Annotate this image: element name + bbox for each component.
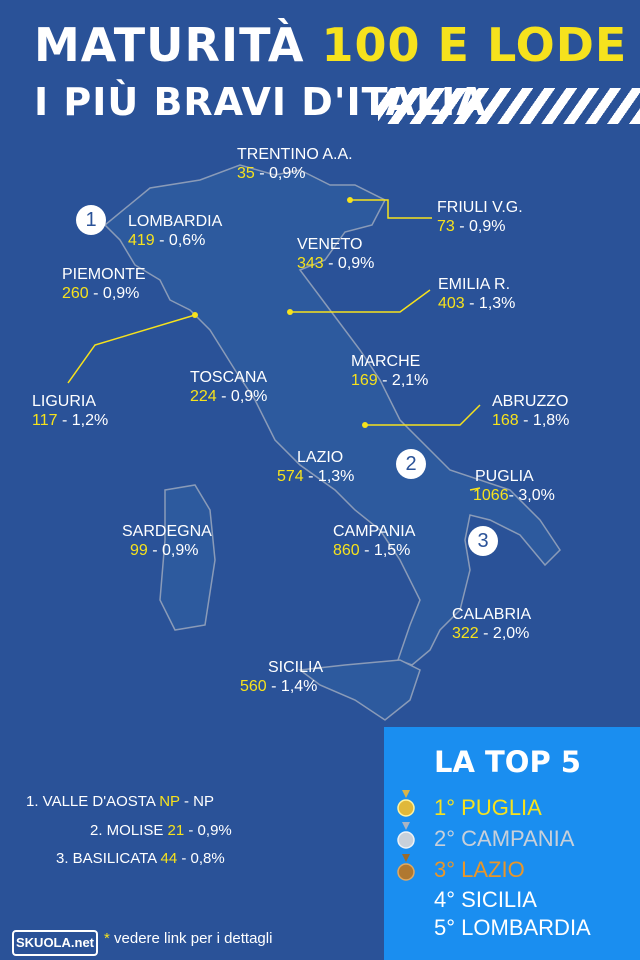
region-count: 860 [333,542,360,559]
extra-basilicata: 3. BASILICATA 44 - 0,8% [56,850,225,867]
sicily [298,659,421,721]
region-pct: - 1,8% [523,412,570,429]
region-pct: - 1,2% [61,412,109,429]
region-count: 560 [240,678,267,695]
region-name: LAZIO [297,449,344,466]
region-label-friuli: FRIULI V.G. 73 - 0,9% [437,198,523,236]
region-label-lazio: LAZIO 574 - 1,3% [277,448,354,486]
region-name: SARDEGNA [122,523,212,540]
region-name: CAMPANIA [333,523,416,540]
extra-name: 1. VALLE D'AOSTA [26,793,156,810]
extra-name: 2. MOLISE [90,822,164,839]
extra-pct: - NP [183,793,214,810]
footnote: * vedere link per i dettagli [104,930,273,947]
region-label-trentino: TRENTINO A.A. 35 - 0,9% [237,145,353,183]
top5-item-4: 4° SICILIA [434,887,537,912]
extra-count: NP [159,793,180,810]
region-pct: - 3,0% [508,487,555,504]
top5-item-1: 1° PUGLIA [434,795,542,820]
region-name: PUGLIA [475,468,534,485]
region-pct: - 2,0% [483,625,530,642]
region-count: 169 [351,372,378,389]
region-label-sicilia: SICILIA 560 - 1,4% [240,658,323,696]
bronze-medal-icon [397,854,415,881]
region-count: 322 [452,625,479,642]
sardinia [159,484,216,631]
stripe-decoration [378,88,640,124]
rank-badge-3: 3 [468,526,498,556]
region-pct: - 0,9% [221,388,268,405]
region-count: 419 [128,232,155,249]
region-pct: - 0,9% [152,542,199,559]
region-pct: - 0,9% [93,285,140,302]
extra-molise: 2. MOLISE 21 - 0,9% [90,822,232,839]
region-name: MARCHE [351,353,421,370]
region-count: 1066 [473,487,509,504]
italy-map [67,164,561,721]
extra-pct: - 0,9% [188,822,232,839]
region-label-puglia: PUGLIA 1066- 3,0% [473,467,555,505]
extra-name: 3. BASILICATA [56,850,157,867]
region-label-toscana: TOSCANA 224 - 0,9% [190,368,267,406]
region-label-emilia: EMILIA R. 403 - 1,3% [438,275,515,313]
extra-count: 21 [167,822,185,839]
region-count: 574 [277,468,304,485]
region-count: 35 [237,165,255,182]
top5-item-3: 3° LAZIO [434,857,525,882]
region-count: 260 [62,285,89,302]
region-pct: - 0,6% [159,232,206,249]
region-pct: - 1,3% [308,468,355,485]
region-pct: - 1,4% [271,678,318,695]
region-label-abruzzo: ABRUZZO 168 - 1,8% [492,392,569,430]
top5-title: LA TOP 5 [434,745,581,779]
title-line-1: MATURITÀ 100 E LODE [34,18,627,72]
region-name: PIEMONTE [62,266,146,283]
region-name: LIGURIA [32,393,97,410]
extra-valle-aosta: 1. VALLE D'AOSTA NP - NP [26,793,214,810]
region-label-veneto: VENETO 343 - 0,9% [297,235,374,273]
top5-item-5: 5° LOMBARDIA [434,915,591,940]
region-name: TOSCANA [190,369,268,386]
region-pct: - 1,3% [469,295,516,312]
top5-item-2: 2° CAMPANIA [434,826,575,851]
region-name: FRIULI V.G. [437,199,523,216]
region-count: 99 [130,542,148,559]
extra-count: 44 [160,850,178,867]
region-label-liguria: LIGURIA 117 - 1,2% [32,392,108,430]
title-part-b: 100 E LODE [321,18,628,72]
region-name: CALABRIA [452,606,532,623]
rank-badge-1: 1 [76,205,106,235]
region-name: VENETO [297,236,363,253]
region-name: SICILIA [268,659,324,676]
region-label-calabria: CALABRIA 322 - 2,0% [452,605,531,643]
region-name: LOMBARDIA [128,213,223,230]
region-pct: - 2,1% [382,372,429,389]
extra-pct: - 0,8% [181,850,225,867]
region-label-lombardia: LOMBARDIA 419 - 0,6% [128,212,222,250]
region-count: 403 [438,295,465,312]
region-label-campania: CAMPANIA 860 - 1,5% [333,522,415,560]
region-label-sardegna: SARDEGNA 99 - 0,9% [122,522,212,560]
region-count: 117 [32,412,58,429]
title-part-a: MATURITÀ [34,18,305,72]
silver-medal-icon [397,822,415,849]
region-pct: - 1,5% [364,542,411,559]
region-pct: - 0,9% [459,218,506,235]
top5-panel: LA TOP 5 1° PUGLIA 2° CAMPANIA 3° LAZIO … [384,727,640,960]
region-count: 343 [297,255,324,272]
region-label-marche: MARCHE 169 - 2,1% [351,352,428,390]
region-count: 168 [492,412,519,429]
region-pct: - 0,9% [259,165,306,182]
region-pct: - 0,9% [328,255,375,272]
region-count: 224 [190,388,217,405]
gold-medal-icon [397,790,415,817]
region-label-piemonte: PIEMONTE 260 - 0,9% [62,265,146,303]
region-name: TRENTINO A.A. [237,146,353,163]
region-name: ABRUZZO [492,393,569,410]
region-name: EMILIA R. [438,276,511,293]
skuola-logo: SKUOLA.net [12,930,98,956]
region-count: 73 [437,218,455,235]
rank-badge-2: 2 [396,449,426,479]
